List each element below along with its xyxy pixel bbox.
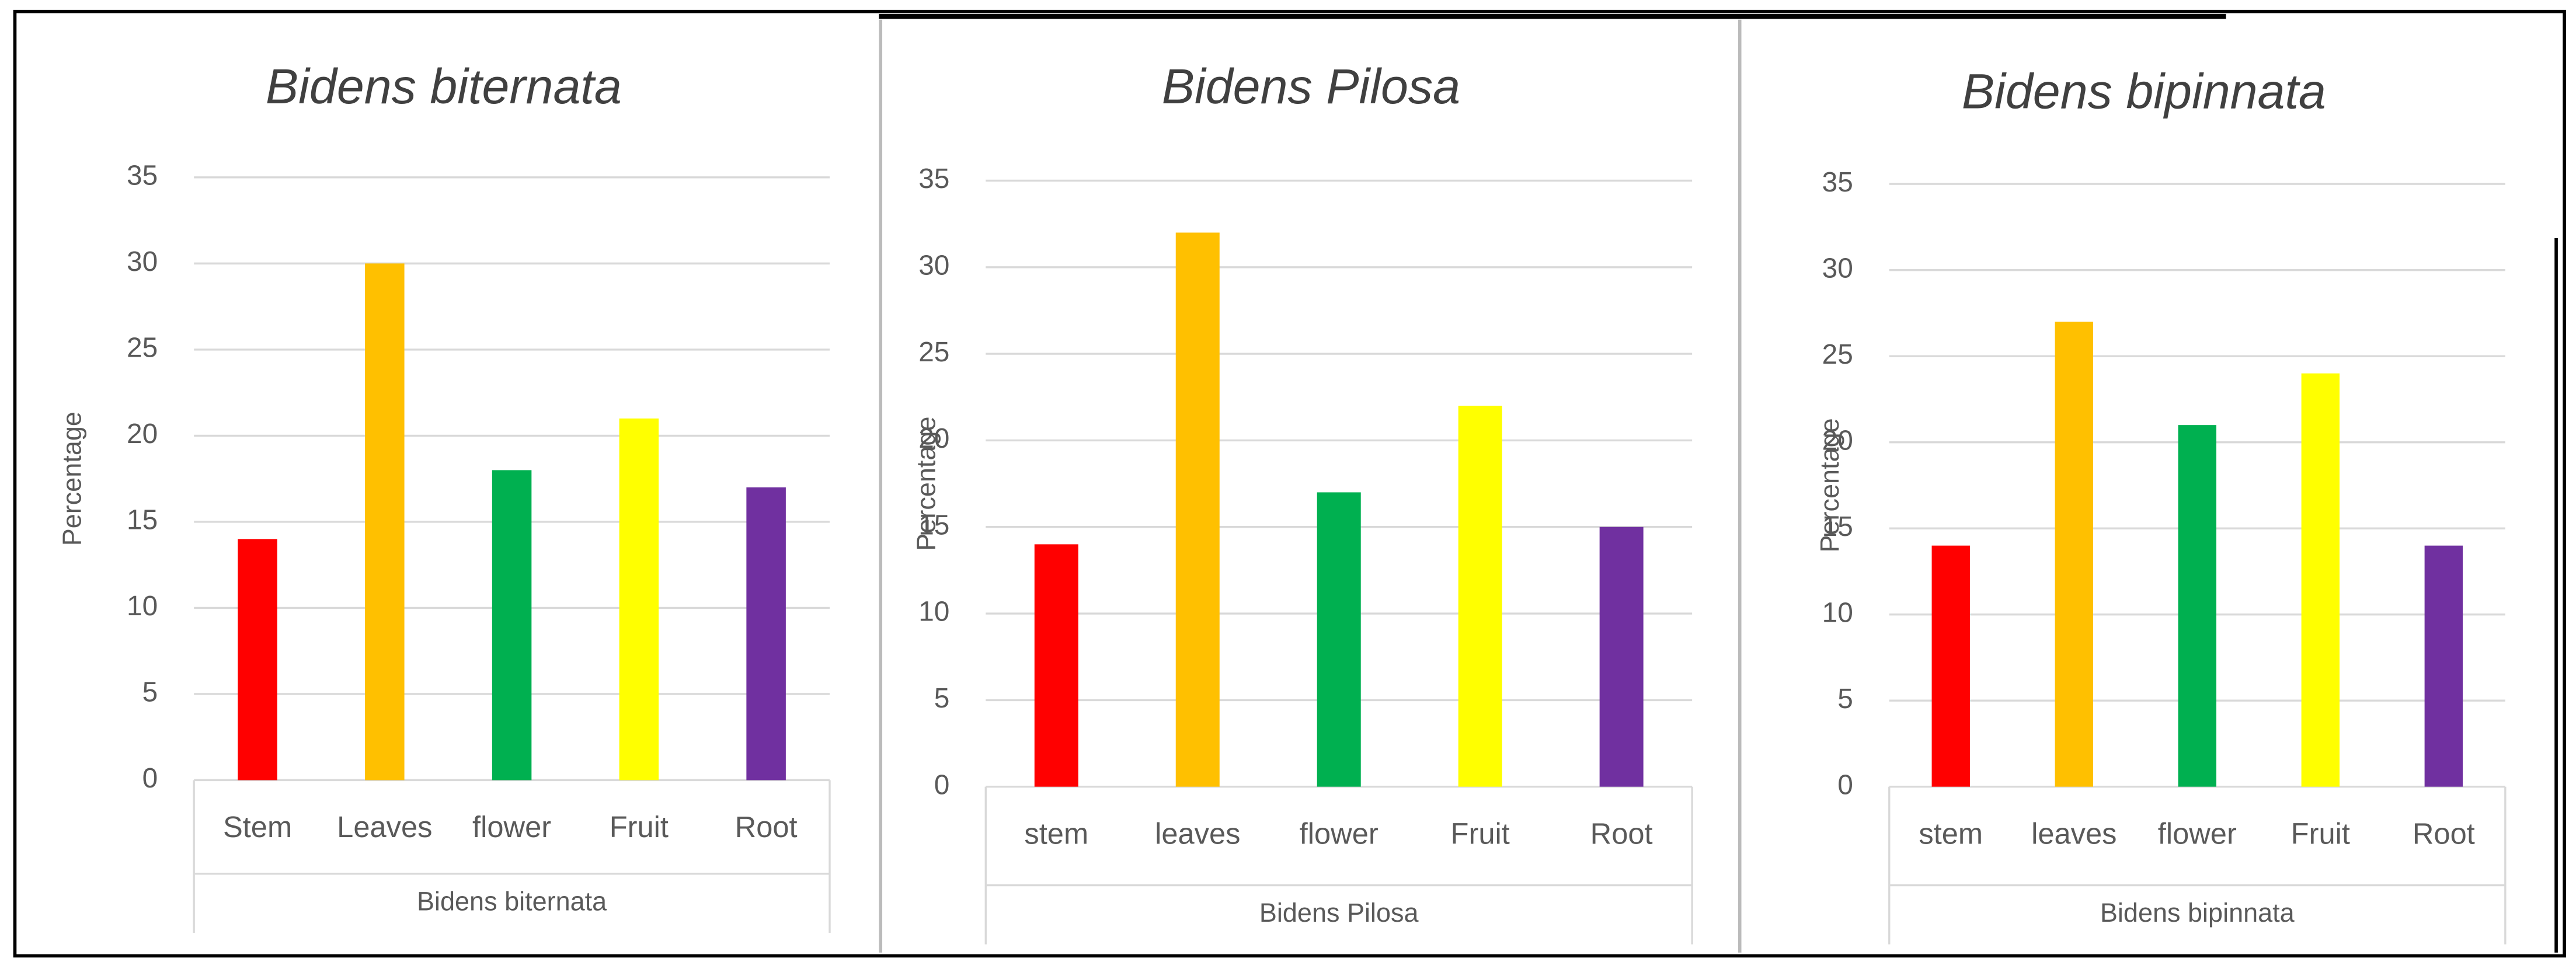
x-tick-label: Fruit — [2291, 817, 2350, 850]
y-tick-label: 35 — [127, 161, 158, 191]
y-tick-label: 10 — [918, 597, 949, 628]
x-tick-label: Root — [735, 810, 798, 843]
y-tick-label: 35 — [1822, 167, 1853, 198]
bar — [2424, 545, 2463, 787]
bar — [1458, 406, 1502, 787]
x-axis-title: Bidens Pilosa — [1259, 898, 1419, 928]
y-tick-label: 15 — [1822, 511, 1853, 542]
bar — [1599, 527, 1644, 787]
y-tick-label: 0 — [142, 763, 158, 794]
x-tick-label: leaves — [2031, 817, 2117, 850]
y-tick-label: 15 — [918, 510, 949, 541]
x-tick-label: Root — [1590, 817, 1653, 850]
y-tick-label: 30 — [127, 246, 158, 277]
chart-title: Bidens Pilosa — [1162, 59, 1460, 114]
y-tick-label: 5 — [1837, 684, 1853, 714]
y-tick-label: 15 — [127, 505, 158, 536]
y-axis-title: Percentage — [911, 417, 941, 551]
x-axis-title: Bidens bipinnata — [2100, 898, 2295, 928]
bar — [619, 418, 659, 780]
x-axis-title: Bidens biternata — [417, 886, 607, 916]
x-tick-label: Fruit — [1451, 817, 1510, 850]
bar — [1175, 232, 1220, 787]
x-tick-label: Stem — [223, 810, 292, 843]
bar — [2301, 373, 2340, 787]
y-tick-label: 35 — [918, 163, 949, 194]
y-axis-title: Percentage — [57, 412, 87, 546]
bar — [238, 539, 277, 780]
bar — [365, 263, 405, 780]
y-tick-label: 5 — [142, 677, 158, 708]
chart-title: Bidens biternata — [266, 59, 622, 114]
bar — [2178, 425, 2217, 787]
bar — [1317, 492, 1361, 787]
x-tick-label: flower — [472, 810, 551, 843]
x-tick-label: leaves — [1155, 817, 1240, 850]
y-tick-label: 0 — [1837, 769, 1853, 800]
x-tick-label: Leaves — [337, 810, 432, 843]
bar — [2055, 322, 2093, 787]
y-tick-label: 25 — [1822, 339, 1853, 370]
x-tick-label: Root — [2413, 817, 2475, 850]
y-tick-label: 20 — [127, 419, 158, 449]
y-tick-label: 10 — [1822, 597, 1853, 628]
y-tick-label: 0 — [934, 769, 950, 800]
chart-title: Bidens bipinnata — [1962, 64, 2326, 118]
y-tick-label: 10 — [127, 591, 158, 622]
bar — [746, 487, 786, 780]
bar — [1034, 544, 1078, 787]
y-tick-label: 5 — [934, 683, 950, 714]
y-tick-label: 20 — [918, 423, 949, 454]
x-tick-label: stem — [1919, 817, 1983, 850]
y-axis-title: Percentage — [1815, 418, 1844, 552]
x-tick-label: stem — [1024, 817, 1088, 850]
y-tick-label: 30 — [1822, 253, 1853, 284]
y-tick-label: 25 — [918, 337, 949, 368]
y-tick-label: 20 — [1822, 425, 1853, 456]
bar — [1931, 545, 1970, 787]
bar — [492, 470, 532, 780]
outer-border — [13, 9, 2566, 958]
x-tick-label: flower — [2158, 817, 2237, 850]
y-tick-label: 30 — [918, 250, 949, 281]
y-tick-label: 25 — [127, 333, 158, 364]
x-tick-label: Fruit — [610, 810, 669, 843]
x-tick-label: flower — [1300, 817, 1378, 850]
